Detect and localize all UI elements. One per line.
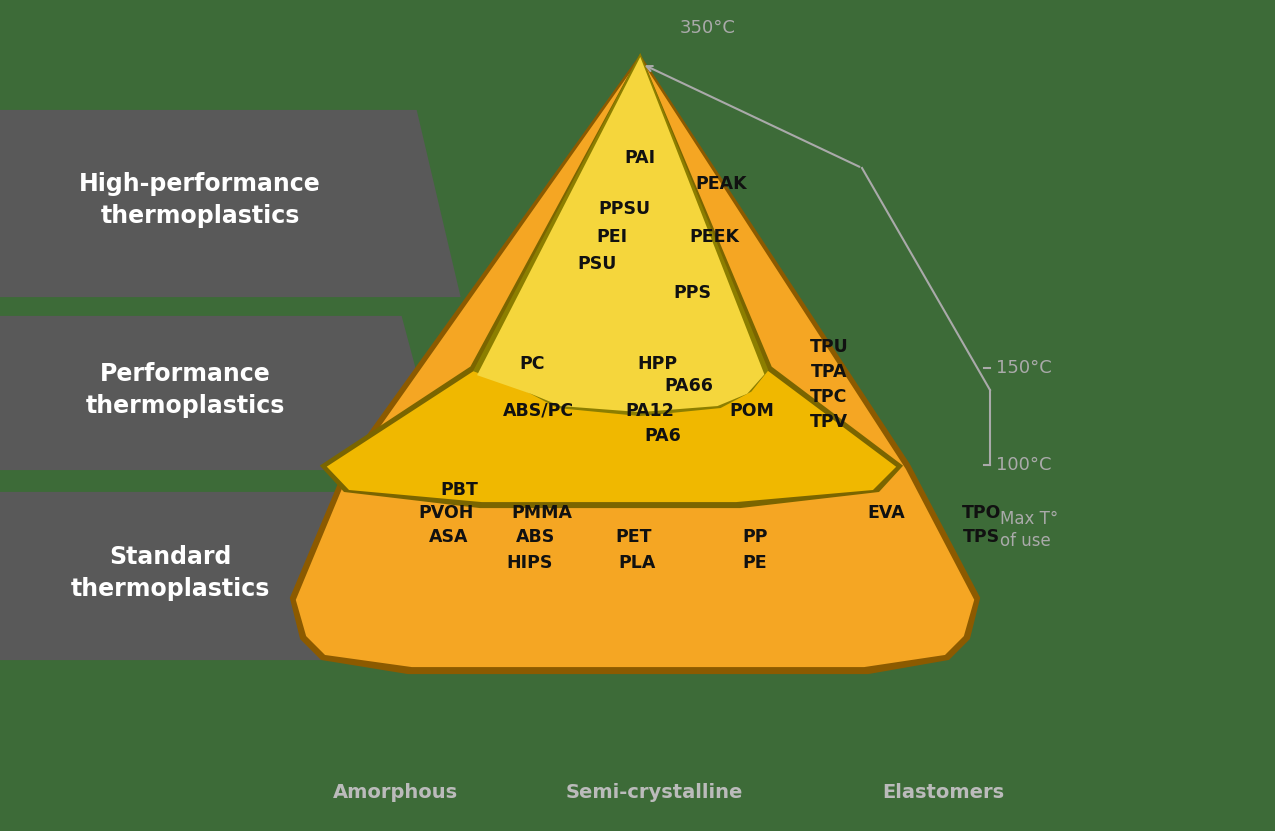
Polygon shape xyxy=(0,494,412,658)
Text: High-performance
thermoplastics: High-performance thermoplastics xyxy=(79,172,321,228)
Polygon shape xyxy=(476,58,766,414)
Text: TPU: TPU xyxy=(810,338,848,356)
Text: Amorphous: Amorphous xyxy=(333,783,458,802)
Text: PAI: PAI xyxy=(625,149,655,167)
Text: POM: POM xyxy=(729,401,775,420)
Text: HIPS: HIPS xyxy=(506,554,552,573)
Text: PBT: PBT xyxy=(440,481,478,499)
Text: TPV: TPV xyxy=(810,413,848,431)
Polygon shape xyxy=(298,62,972,665)
Text: TPO: TPO xyxy=(963,504,1001,522)
Text: EVA: EVA xyxy=(867,504,905,522)
Text: PA6: PA6 xyxy=(645,427,681,445)
Text: PLA: PLA xyxy=(618,554,657,573)
Text: PEI: PEI xyxy=(597,228,627,246)
Text: ABS: ABS xyxy=(516,528,555,546)
Text: 350°C: 350°C xyxy=(680,19,736,37)
Text: Semi-crystalline: Semi-crystalline xyxy=(565,783,743,802)
Text: ABS/PC: ABS/PC xyxy=(502,401,574,420)
Text: PE: PE xyxy=(742,554,768,573)
Text: TPC: TPC xyxy=(810,388,848,406)
Polygon shape xyxy=(479,62,762,410)
Text: HPP: HPP xyxy=(638,355,678,373)
Text: TPA: TPA xyxy=(811,363,847,381)
Text: PPS: PPS xyxy=(673,283,711,302)
Text: TPS: TPS xyxy=(963,528,1001,546)
Text: PPSU: PPSU xyxy=(599,200,650,219)
Text: Standard
thermoplastics: Standard thermoplastics xyxy=(70,545,270,601)
Polygon shape xyxy=(330,62,892,500)
Polygon shape xyxy=(323,58,900,506)
Text: Performance
thermoplastics: Performance thermoplastics xyxy=(85,362,284,418)
Text: 150°C: 150°C xyxy=(996,359,1052,377)
Text: 100°C: 100°C xyxy=(996,456,1052,474)
Text: PVOH: PVOH xyxy=(418,504,474,522)
Text: PMMA: PMMA xyxy=(511,504,572,522)
Polygon shape xyxy=(292,58,978,672)
Text: PET: PET xyxy=(616,528,652,546)
Polygon shape xyxy=(0,112,458,295)
Polygon shape xyxy=(0,318,440,468)
Text: ASA: ASA xyxy=(430,528,468,546)
Text: Elastomers: Elastomers xyxy=(882,783,1005,802)
Text: PEAK: PEAK xyxy=(696,175,747,194)
Text: PC: PC xyxy=(519,355,544,373)
Text: Max T°
of use: Max T° of use xyxy=(1000,510,1058,550)
Text: PP: PP xyxy=(742,528,768,546)
Text: PA66: PA66 xyxy=(664,377,713,396)
Text: PSU: PSU xyxy=(578,255,616,273)
Text: PA12: PA12 xyxy=(626,401,674,420)
Text: PEEK: PEEK xyxy=(688,228,739,246)
